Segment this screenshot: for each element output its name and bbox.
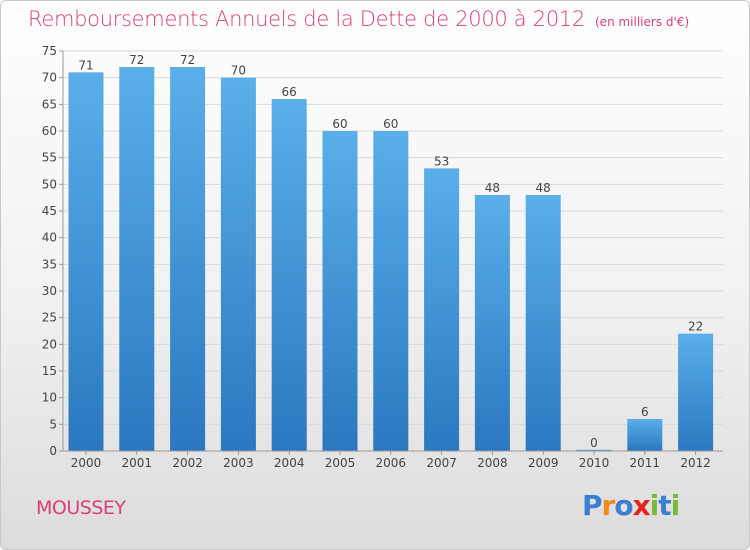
x-tick-label: 2000 [71,456,102,470]
data-label-2011: 6 [641,405,649,419]
data-label-2003: 70 [231,64,246,78]
x-axis-ticks: 2000 2001 2002 2003 2004 2005 2006 2007 2008 2009… [71,451,711,470]
data-label-2010: 0 [590,436,598,450]
y-axis-ticks: 0 5 10 15 20 25 30 35 40 45 50 55 60 65 70 75 [42,44,63,458]
x-tick-label: 2005 [325,456,356,470]
bar-2007 [424,168,460,452]
x-tick-label: 2002 [172,456,203,470]
bars [68,67,714,452]
bar-2003 [220,77,256,452]
y-tick-label: 45 [42,204,57,218]
chart-title: Remboursements Annuels de la Dette de 20… [28,7,689,31]
data-label-2000: 71 [78,58,93,72]
chart-unit-label: (en milliers d'€) [595,15,690,29]
y-tick-label: 15 [42,364,57,378]
bar-2008 [474,195,510,451]
logo-letter: x [632,489,651,522]
y-tick-label: 70 [42,71,57,85]
data-label-2012: 22 [688,320,703,334]
x-tick-label: 2009 [528,456,559,470]
bar-2005 [322,131,358,451]
y-tick-label: 20 [42,337,57,351]
data-labels: 71 72 72 70 66 60 60 53 48 48 0 6 22 [78,53,703,450]
y-tick-label: 10 [42,391,57,405]
bar-2010 [576,449,612,451]
data-label-2004: 66 [282,85,297,99]
y-tick-label: 75 [42,44,57,58]
logo-letter: i [670,489,681,522]
x-tick-label: 2008 [477,456,508,470]
y-tick-label: 5 [49,417,57,431]
x-tick-label: 2006 [376,456,407,470]
data-label-2007: 53 [434,154,449,168]
proxiti-logo[interactable]: Proxiti [582,489,681,522]
logo-letter: P [582,489,603,522]
y-tick-label: 55 [42,151,57,165]
logo-letter: o [614,489,633,522]
y-tick-label: 40 [42,231,57,245]
y-tick-label: 30 [42,284,57,298]
x-tick-label: 2007 [426,456,457,470]
bar-2000 [68,72,104,451]
bar-2002 [170,67,206,451]
x-tick-label: 2011 [630,456,661,470]
logo-letter: i [649,489,660,522]
x-tick-label: 2012 [680,456,711,470]
logo-letter: r [601,489,616,522]
y-tick-label: 35 [42,257,57,271]
data-label-2006: 60 [383,117,398,131]
y-tick-label: 0 [49,444,57,458]
bar-2011 [627,419,663,451]
commune-name: MOUSSEY [36,497,126,519]
bar-2006 [373,131,409,451]
y-tick-label: 50 [42,177,57,191]
chart-title-text: Remboursements Annuels de la Dette de 20… [28,7,585,31]
bar-2009 [525,195,561,451]
data-label-2005: 60 [332,117,347,131]
x-tick-label: 2003 [223,456,254,470]
y-tick-label: 25 [42,311,57,325]
data-label-2008: 48 [485,181,500,195]
logo-letter: t [658,489,671,522]
x-tick-label: 2001 [122,456,153,470]
y-tick-label: 60 [42,124,57,138]
x-tick-label: 2004 [274,456,305,470]
data-label-2002: 72 [180,53,195,67]
y-tick-label: 65 [42,97,57,111]
data-label-2009: 48 [536,181,551,195]
bar-2012 [678,333,714,451]
x-tick-label: 2010 [579,456,610,470]
data-label-2001: 72 [129,53,144,67]
bar-2001 [119,67,155,451]
bar-2004 [271,99,307,451]
